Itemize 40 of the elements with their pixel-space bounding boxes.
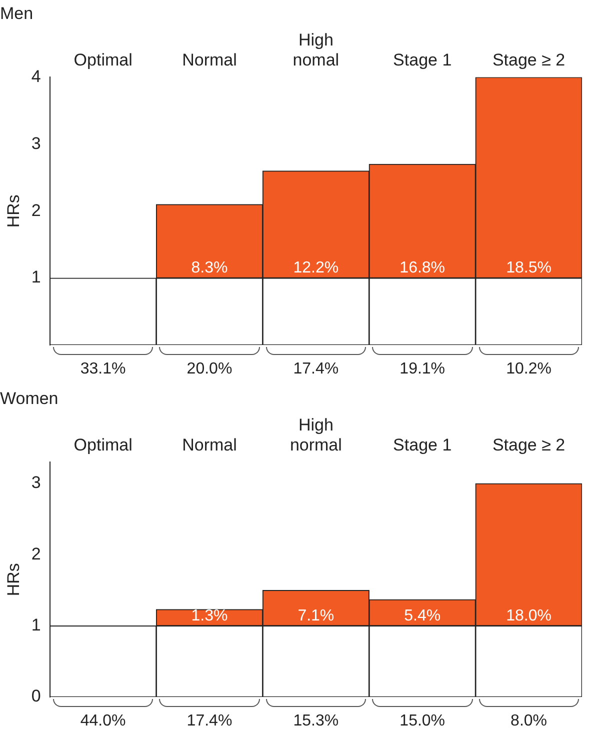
annotation: 18.5% [506, 259, 552, 276]
x-tick-label: Normal [182, 50, 237, 70]
y-tick-label: 3 [31, 473, 41, 492]
y-axis-title: HRs [4, 563, 23, 596]
annotation: 8.3% [191, 259, 228, 276]
x-tick-label: Optimal [74, 50, 132, 70]
annotation: 12.2% [293, 259, 339, 276]
x-tick-label: Normal [182, 436, 237, 455]
annotation: 1.3% [191, 607, 228, 624]
y-tick-label: 4 [31, 66, 41, 86]
x-tick-label: Optimal [74, 436, 132, 455]
y-tick-label: 2 [31, 200, 41, 220]
chart-title: Men [0, 4, 34, 23]
text: 8.0% [510, 712, 548, 730]
y-tick-label: 2 [31, 544, 41, 564]
y-tick-label: 1 [31, 616, 41, 635]
y-tick-label: 1 [31, 268, 41, 287]
annotation: 18.0% [506, 607, 552, 624]
chart-title: Women [0, 388, 58, 408]
text: 33.1% [80, 360, 126, 378]
text: 44.0% [80, 712, 126, 730]
x-tick-label: Stage 1 [393, 50, 452, 70]
x-tick-label: Stage ≥ 2 [492, 436, 566, 455]
text: 17.4% [293, 360, 339, 378]
x-tick-label: Stage 1 [393, 436, 452, 455]
text: 17.4% [186, 712, 232, 730]
y-tick-label: 0 [31, 686, 41, 706]
text: 15.0% [400, 712, 446, 730]
y-tick-label: 3 [31, 134, 41, 153]
x-tick-label: High normal [290, 415, 342, 455]
annotation: 7.1% [298, 607, 334, 624]
annotation: 16.8% [400, 259, 446, 276]
text: 10.2% [506, 360, 552, 378]
text: 19.1% [400, 360, 446, 378]
x-tick-label: Stage ≥ 2 [492, 50, 566, 70]
annotation: 5.4% [404, 607, 441, 624]
x-tick-label: High nomal [292, 30, 340, 70]
text: 20.0% [186, 360, 232, 378]
y-axis-title: HRs [4, 194, 23, 228]
text: 15.3% [293, 712, 339, 730]
